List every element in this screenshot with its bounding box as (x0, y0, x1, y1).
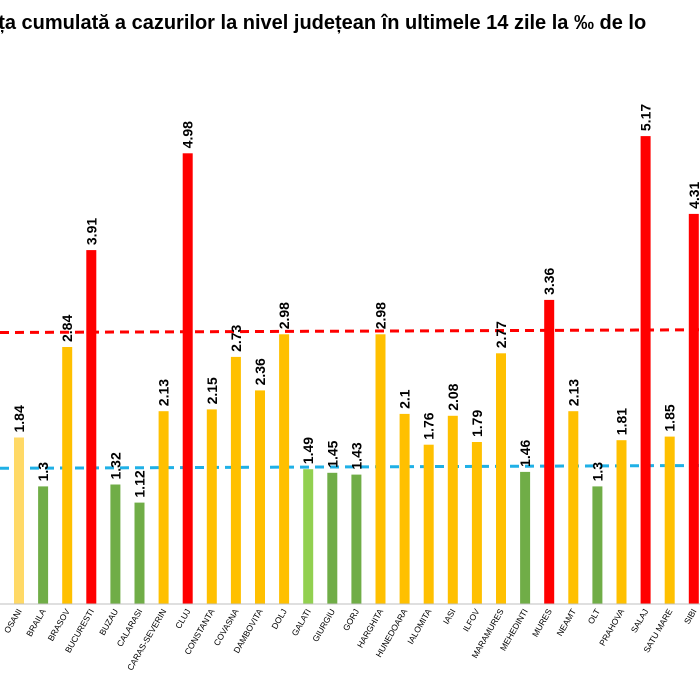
value-label: 4.31 (686, 181, 700, 208)
value-label: 1.76 (421, 412, 437, 439)
category-label: IALOMITA (405, 607, 433, 646)
value-label: 2.36 (252, 358, 268, 385)
value-labels: 1.84 1.3 2.84 3.91 1.32 1.12 2.13 4.98 2.15 2.73 2… (11, 104, 700, 498)
category-label: CLUJ (173, 607, 192, 630)
category-label: BRAILA (24, 607, 48, 638)
category-label: DOLJ (269, 607, 289, 631)
category-label: NEAMT (554, 607, 578, 638)
category-label: BRASOV (46, 607, 73, 643)
bar-dambovita (255, 390, 265, 604)
value-label: 1.84 (11, 405, 27, 432)
value-label: 2.15 (204, 377, 220, 404)
bar-ilfov (471, 442, 482, 604)
bar-galati (303, 469, 314, 604)
value-label: 1.81 (614, 408, 630, 435)
value-label: 1.32 (107, 452, 123, 479)
bar-olt (592, 486, 603, 604)
bar-salaj (640, 136, 651, 604)
bar-caras-severin (158, 411, 169, 604)
bar-covasna (230, 356, 241, 604)
value-label: 1.85 (662, 404, 678, 431)
value-label: 1.12 (132, 470, 148, 497)
value-label: 2.1 (397, 389, 413, 409)
value-label: 2.08 (445, 383, 461, 410)
chart-title-strip: nța cumulată a cazurilor la nivel județe… (0, 12, 700, 46)
bar-iasi (447, 415, 458, 604)
category-label: GIURGIU (310, 607, 337, 644)
bar-constanta (206, 409, 217, 604)
value-label: 2.77 (493, 321, 509, 348)
value-label: 5.17 (638, 104, 654, 131)
value-label: 2.13 (565, 379, 581, 406)
bar-prahova (616, 440, 627, 604)
bar-braila (38, 486, 49, 604)
bar-mures (544, 299, 555, 604)
bar-maramures (496, 353, 506, 604)
category-label: GALATI (289, 607, 312, 638)
bar-bucuresti (86, 250, 97, 604)
value-label: 1.49 (300, 437, 316, 464)
category-label: OSANI (2, 607, 24, 635)
value-label: 4.98 (180, 121, 196, 148)
category-label: GORJ (341, 607, 361, 632)
value-label: 1.3 (589, 462, 605, 482)
bar-mehedinti (520, 471, 531, 604)
bar-sibiu (688, 213, 699, 604)
chart-title: nța cumulată a cazurilor la nivel județe… (0, 12, 647, 34)
category-label: BUZAU (97, 607, 120, 637)
value-label: 1.45 (324, 440, 340, 467)
bar-calarasi (134, 502, 145, 604)
bar-dolj (279, 334, 290, 604)
bar-buzau (110, 484, 121, 604)
value-label: 2.98 (373, 302, 389, 329)
value-label: 1.79 (469, 410, 485, 437)
bars (14, 136, 699, 605)
category-label: SALAJ (629, 607, 651, 635)
value-label: 1.3 (35, 462, 51, 482)
bar-botosani (14, 437, 24, 604)
value-label: 3.36 (541, 267, 557, 294)
bar-cluj (182, 153, 193, 605)
category-label: IASI (441, 607, 458, 626)
category-label: OLT (586, 607, 603, 626)
value-label: 2.84 (59, 315, 75, 342)
bar-gorj (351, 474, 362, 604)
reference-line-2 (0, 464, 700, 470)
value-label: 1.46 (517, 439, 533, 466)
bar-ialomita (423, 444, 434, 604)
value-label: 3.91 (83, 218, 99, 245)
value-label: 2.73 (228, 324, 244, 351)
bar-satu-mare (664, 436, 675, 604)
value-label: 2.13 (156, 379, 172, 406)
bar-giurgiu (327, 472, 338, 604)
bar-harghita (375, 334, 386, 604)
reference-lines (0, 328, 700, 470)
category-label: SIBI (682, 607, 699, 626)
category-label: ILFOV (461, 607, 482, 634)
bar-neamt (568, 411, 579, 604)
value-label: 2.98 (276, 302, 292, 329)
bar-hunedoara (399, 413, 410, 604)
reference-line-1 (0, 328, 700, 334)
value-label: 1.43 (348, 442, 364, 469)
category-label: MURES (530, 607, 554, 639)
bar-brasov (62, 347, 73, 604)
